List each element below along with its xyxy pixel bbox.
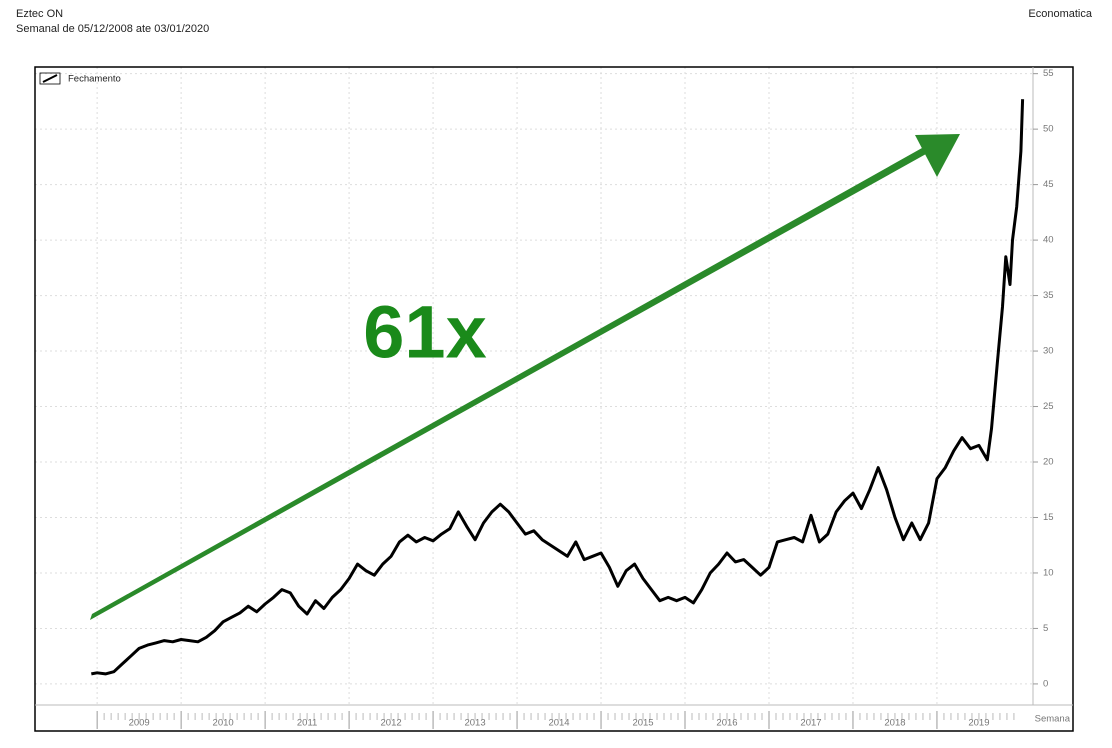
arrow-shaft (90, 148, 926, 620)
x-tick-label: 2009 (129, 718, 150, 729)
x-tick-label: 2019 (968, 718, 989, 729)
y-tick-label: 40 (1043, 235, 1054, 246)
x-tick-label: 2015 (632, 718, 653, 729)
y-tick-label: 5 (1043, 623, 1048, 634)
legend-box (39, 72, 61, 85)
y-tick-label: 10 (1043, 567, 1054, 578)
y-tick-label: 45 (1043, 179, 1054, 190)
x-tick-label: 2012 (381, 718, 402, 729)
y-tick-label: 0 (1043, 678, 1048, 689)
x-tick-label: 2016 (716, 718, 737, 729)
x-tick-label: 2018 (884, 718, 905, 729)
legend-swatch (42, 74, 58, 83)
annotation: 61x (363, 291, 486, 374)
y-tick-label: 50 (1043, 124, 1054, 135)
x-tick-label: 2013 (464, 718, 485, 729)
chart-subtitle: Semanal de 05/12/2008 ate 03/01/2020 (16, 23, 209, 35)
y-tick-label: 25 (1043, 401, 1054, 412)
x-tick-label: 2010 (213, 718, 234, 729)
frame (34, 66, 1074, 732)
y-tick-label: 20 (1043, 457, 1054, 468)
line (91, 99, 1025, 676)
arrow (90, 134, 960, 620)
y-tick-label: 30 (1043, 346, 1054, 357)
x-tick-label: 2017 (800, 718, 821, 729)
legend: Fechamento (39, 72, 121, 85)
x-tick-label: 2011 (297, 718, 317, 729)
y-tick-label: 15 (1043, 512, 1054, 523)
chart-title: Eztec ON (16, 8, 63, 20)
source: Economatica (1028, 8, 1092, 20)
x-tick-label: 2014 (548, 718, 569, 729)
y-tick-label: 35 (1043, 290, 1054, 301)
arrow-head (915, 134, 960, 177)
y-tick-label: 55 (1043, 68, 1054, 79)
x-axis-label: Semana (1035, 714, 1071, 725)
legend-label: Fechamento (68, 74, 121, 85)
